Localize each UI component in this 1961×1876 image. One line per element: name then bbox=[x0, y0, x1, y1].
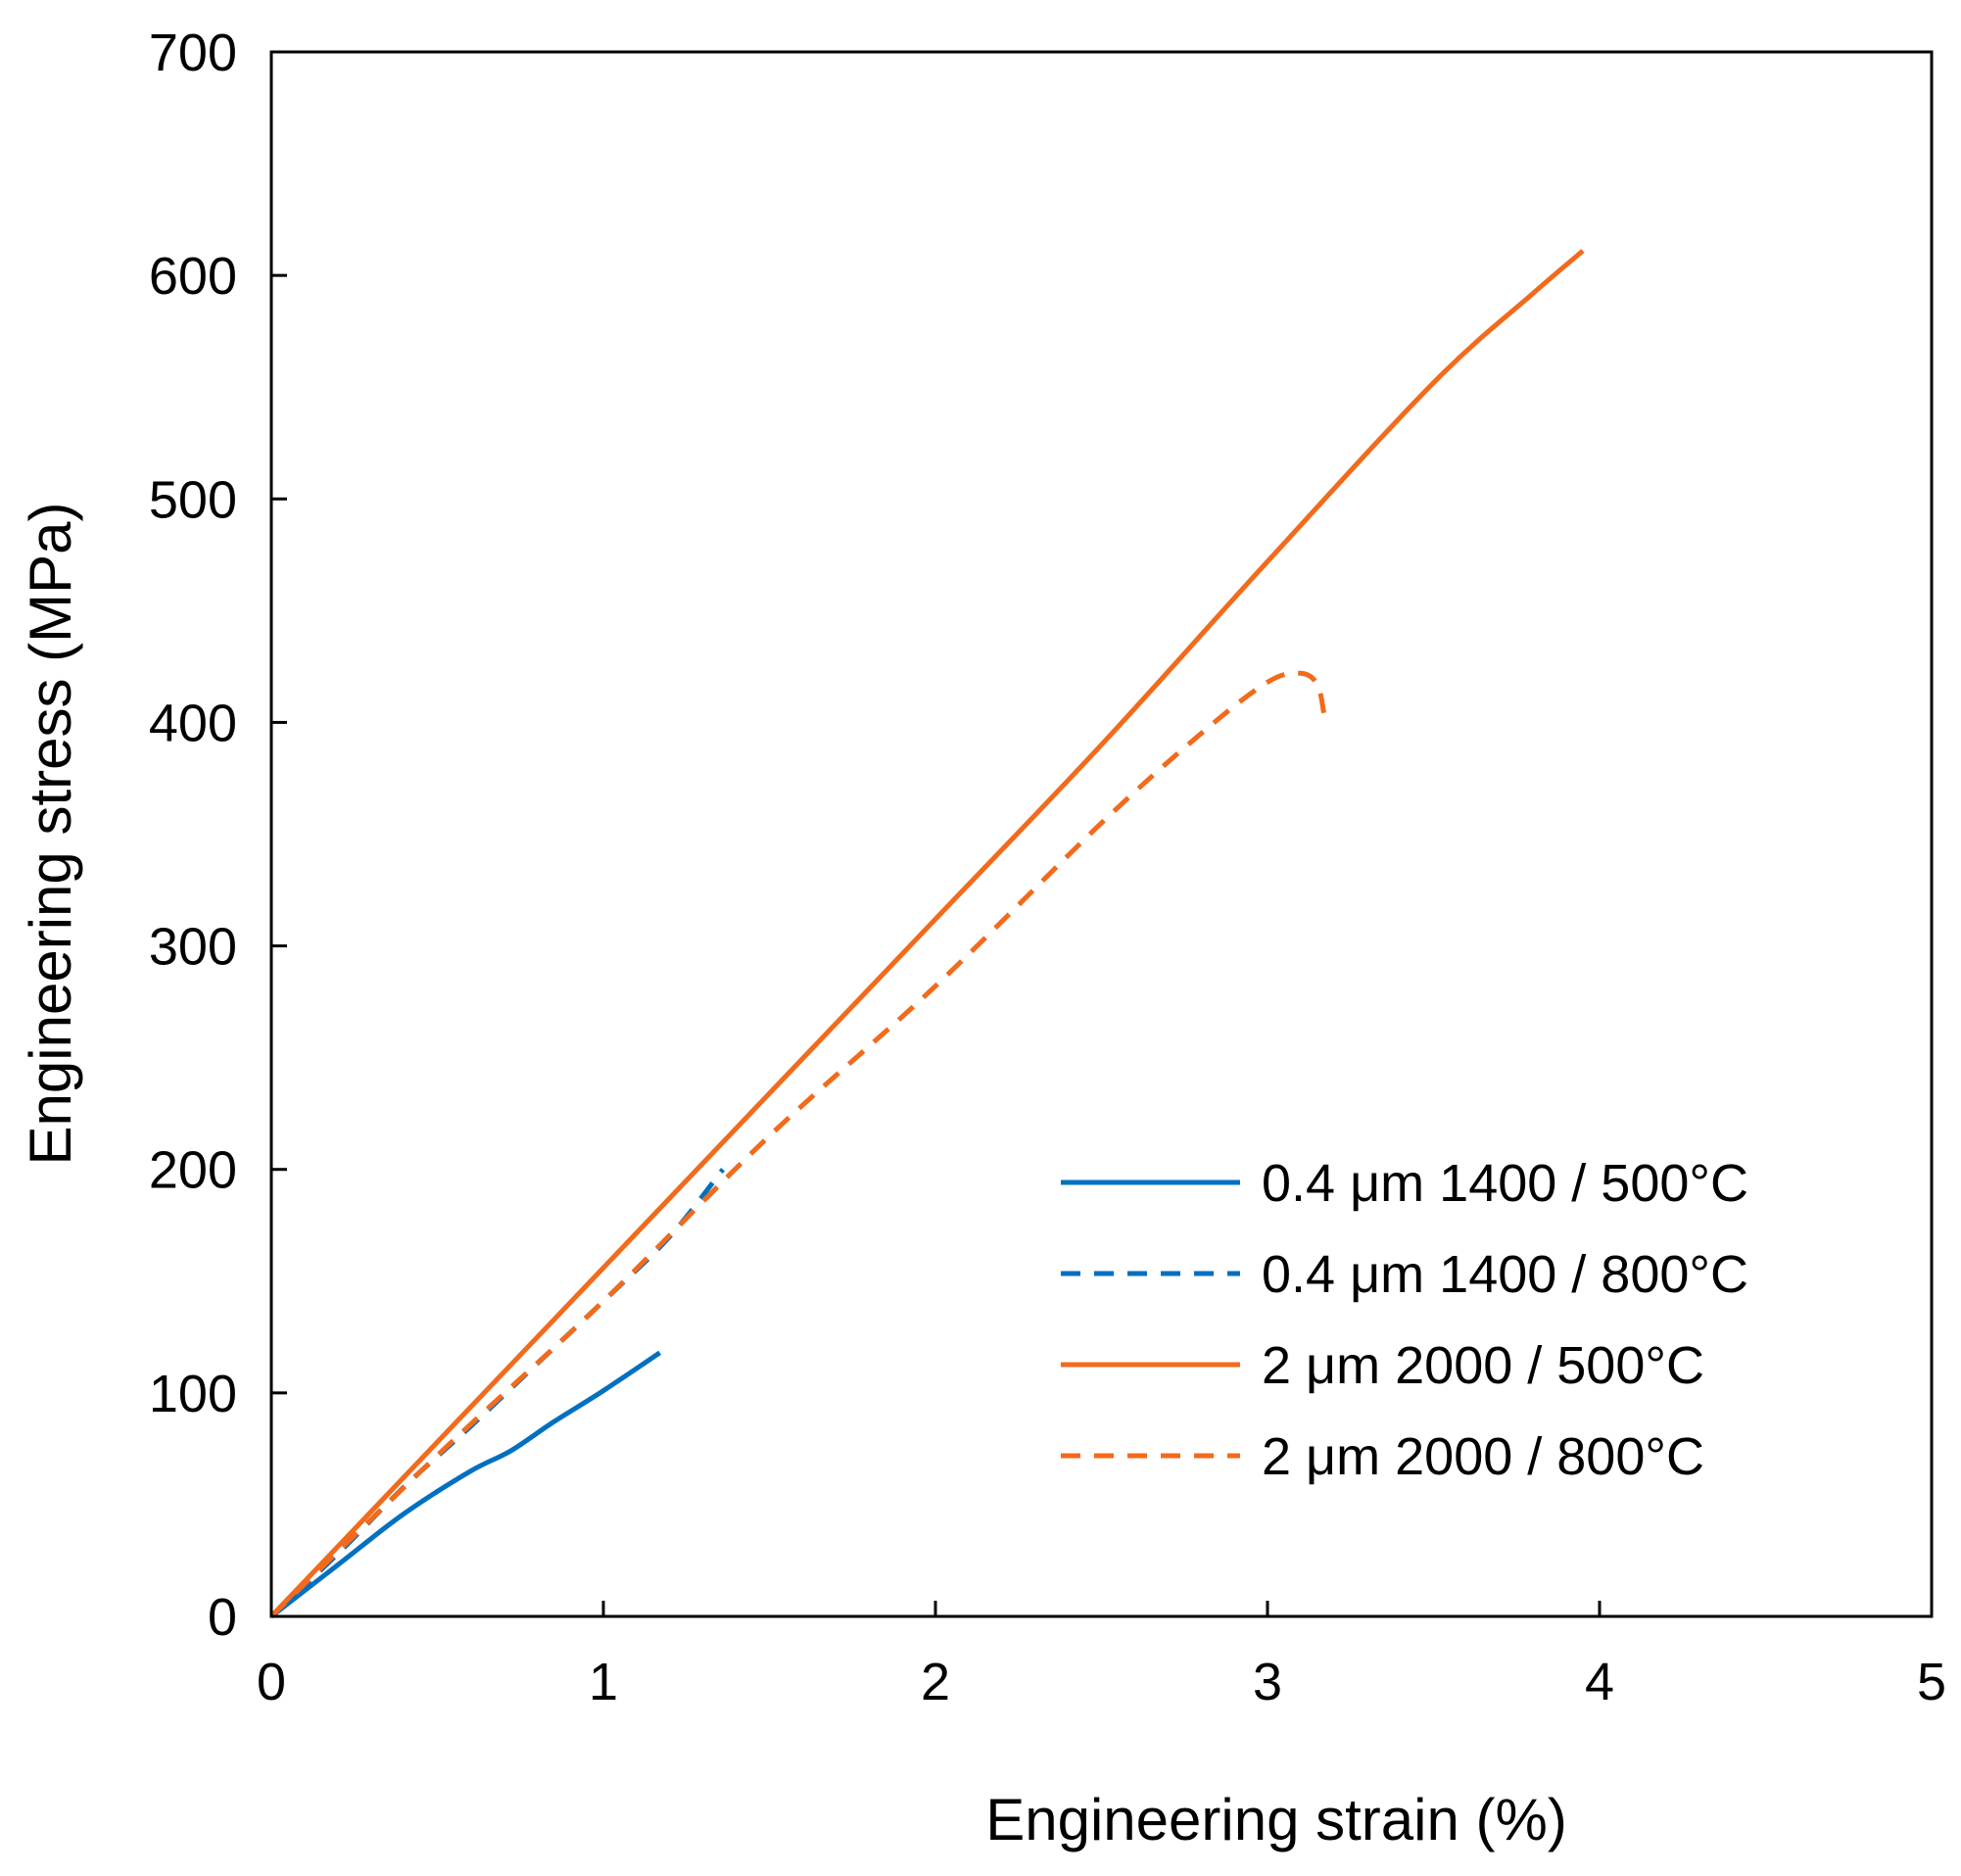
y-tick-label: 300 bbox=[149, 918, 237, 977]
legend-label-1: 0.4 μm 1400 / 500°C bbox=[1262, 1154, 1748, 1213]
legend-label-4: 2 μm 2000 / 800°C bbox=[1262, 1427, 1704, 1486]
x-tick-label: 3 bbox=[1253, 1653, 1282, 1711]
legend-label-3: 2 μm 2000 / 500°C bbox=[1262, 1336, 1704, 1395]
y-axis-title: Engineering stress (MPa) bbox=[18, 503, 83, 1166]
legend: 0.4 μm 1400 / 500°C 0.4 μm 1400 / 800°C 2 … bbox=[1061, 1154, 1748, 1486]
y-tick-label: 100 bbox=[149, 1365, 237, 1423]
y-tick-label: 700 bbox=[149, 24, 237, 82]
y-axis-ticks: 0 100 200 300 400 500 600 700 bbox=[149, 24, 287, 1647]
series-line-3 bbox=[269, 249, 1585, 1618]
x-tick-label: 0 bbox=[257, 1653, 286, 1711]
y-tick-label: 400 bbox=[149, 694, 237, 752]
y-tick-label: 200 bbox=[149, 1141, 237, 1200]
x-axis-title: Engineering strain (%) bbox=[985, 1787, 1567, 1852]
x-tick-label: 1 bbox=[589, 1653, 618, 1711]
y-tick-label: 500 bbox=[149, 470, 237, 529]
series-layer bbox=[269, 249, 1585, 1618]
y-tick-label: 0 bbox=[208, 1588, 237, 1647]
x-tick-label: 2 bbox=[921, 1653, 950, 1711]
plot-area-frame bbox=[269, 50, 1934, 1618]
x-tick-label: 5 bbox=[1917, 1653, 1946, 1711]
legend-label-2: 0.4 μm 1400 / 800°C bbox=[1262, 1245, 1748, 1304]
series-line-4 bbox=[269, 670, 1327, 1618]
y-tick-label: 600 bbox=[149, 247, 237, 306]
series-line-1 bbox=[269, 1350, 662, 1618]
x-axis-ticks: 0 1 2 3 4 5 bbox=[257, 1601, 1946, 1711]
x-tick-label: 4 bbox=[1585, 1653, 1614, 1711]
